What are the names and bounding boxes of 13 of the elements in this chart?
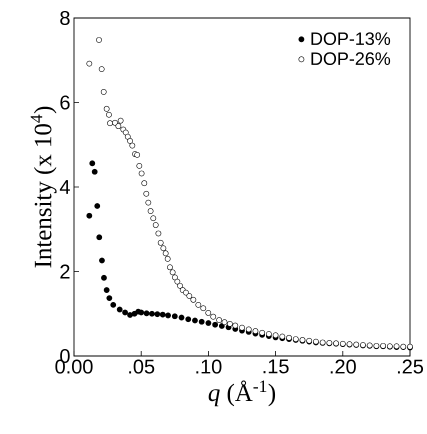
y-tick-label: 4 (60, 180, 70, 194)
x-tick-label: .15 (263, 360, 289, 374)
y-tick-label: 6 (60, 95, 70, 110)
legend-label: DOP-26% (311, 52, 390, 66)
x-tick-label: .10 (196, 360, 222, 374)
y-tick-label: 8 (60, 10, 70, 26)
x-tick-label: .05 (129, 360, 154, 374)
x-tick-label: .20 (330, 360, 356, 374)
x-axis-title: q (Å$^{-1}$) (208, 380, 275, 406)
legend-label: DOP-13% (311, 32, 390, 46)
y-axis-title: Intensity (x 10$^{4}$) (30, 106, 56, 268)
y-tick-label: 2 (60, 264, 70, 278)
x-tick-label: .25 (398, 360, 423, 374)
